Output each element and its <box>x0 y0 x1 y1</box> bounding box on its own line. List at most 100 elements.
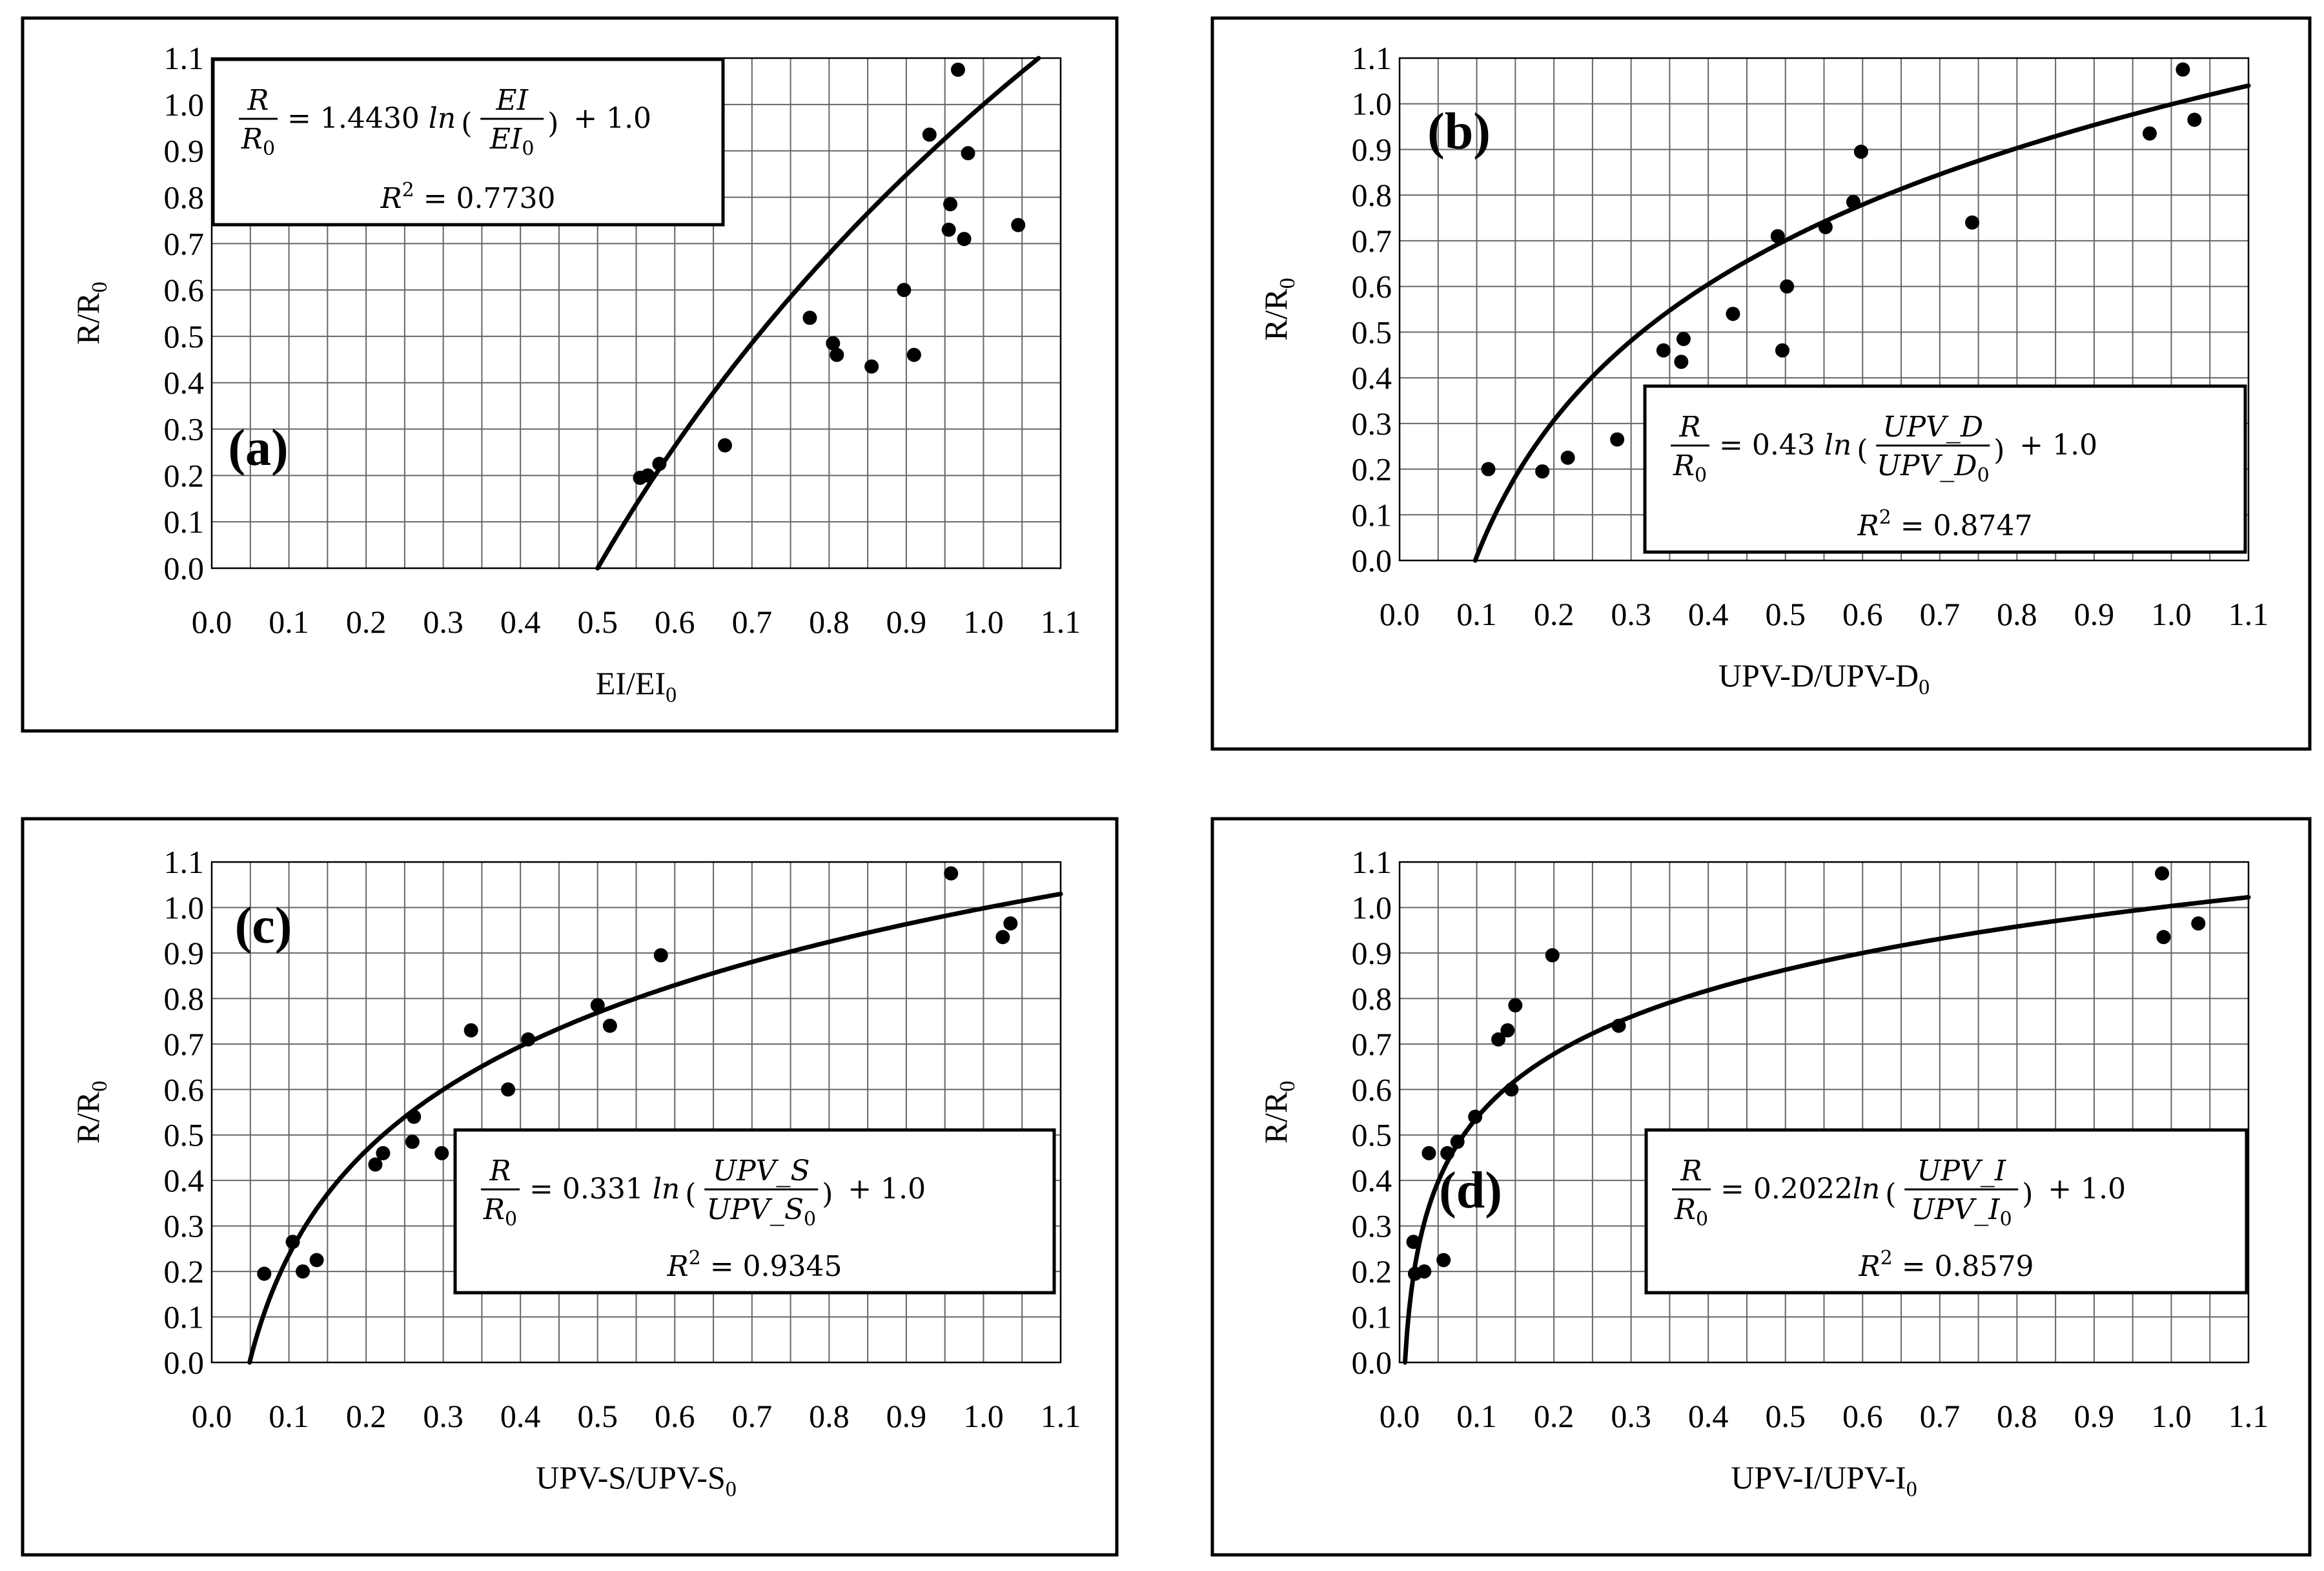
data-point <box>944 866 959 881</box>
panel-frame <box>21 16 1119 733</box>
equation-r-squared: R2 = 0.9345 <box>666 1247 842 1283</box>
data-point <box>1775 343 1789 358</box>
data-point <box>1436 1253 1451 1268</box>
equation-arg-denominator: UPV_I0 <box>1911 1193 2012 1231</box>
y-tick-label: 0.6 <box>164 272 205 308</box>
y-tick-label: 0.9 <box>164 133 205 169</box>
plot-area <box>1398 861 2250 1364</box>
x-axis-title: UPV-S/UPV-S0 <box>536 1459 737 1501</box>
x-tick-label: 0.9 <box>2074 1398 2115 1434</box>
x-tick-label: 0.0 <box>1380 596 1420 632</box>
y-tick-label: 1.0 <box>164 87 205 123</box>
x-tick-label: 0.3 <box>423 1398 464 1434</box>
data-point <box>2155 866 2170 881</box>
y-tick-label: 0.0 <box>1352 542 1392 579</box>
y-tick-label: 0.1 <box>1352 1299 1392 1335</box>
data-point <box>464 1023 478 1038</box>
equation-lhs-numerator: R <box>489 1155 511 1187</box>
y-tick-label: 0.0 <box>164 550 205 586</box>
y-tick-label: 0.6 <box>1352 1071 1392 1107</box>
data-point <box>309 1253 324 1268</box>
x-tick-label: 0.8 <box>809 604 850 640</box>
y-tick-label: 0.2 <box>164 457 205 493</box>
data-point <box>590 998 605 1012</box>
panel-b: 0.0 0.1 0.2 0.3 0.4 0.5 0.6 0.7 0.8 0.9 1.0 1.1 0.0 0… <box>1210 16 2312 751</box>
equation-paren-right: ) <box>547 107 558 140</box>
equation-constant: + 1.0 <box>2019 429 2097 462</box>
equation-lhs-denominator: R0 <box>483 1193 517 1231</box>
panel-label: (c) <box>235 898 292 954</box>
equation-constant: + 1.0 <box>2048 1173 2126 1206</box>
panel-label: (a) <box>228 420 288 477</box>
data-point <box>1468 1109 1483 1124</box>
x-tick-label: 1.1 <box>1041 604 1081 640</box>
data-point <box>1481 462 1496 477</box>
fit-curve <box>1402 895 2251 1365</box>
plot-area <box>1398 57 2250 562</box>
data-point <box>1611 1018 1626 1033</box>
equation-box <box>453 1128 1056 1295</box>
y-tick-label: 0.5 <box>164 1117 205 1153</box>
data-points <box>633 62 1026 485</box>
panel-frame <box>1210 16 2312 751</box>
data-point <box>405 1135 420 1149</box>
equation-paren-right: ) <box>822 1178 833 1211</box>
x-tick-label: 0.8 <box>1997 596 2037 632</box>
data-point <box>2142 126 2157 141</box>
data-point <box>830 347 844 362</box>
equation-arg-denominator: EI0 <box>489 123 535 160</box>
y-tick-label: 0.9 <box>1352 131 1392 167</box>
y-tick-label: 0.5 <box>1352 314 1392 350</box>
y-tick-label: 0.7 <box>1352 1026 1392 1062</box>
data-point <box>1770 229 1785 243</box>
data-point <box>1500 1023 1515 1038</box>
data-point <box>1011 218 1026 232</box>
x-tick-label: 1.0 <box>963 1398 1004 1434</box>
y-tick-label: 0.8 <box>164 179 205 215</box>
y-tick-label: 0.8 <box>1352 980 1392 1016</box>
data-point <box>1676 331 1691 346</box>
equation-box <box>1644 1128 2248 1295</box>
plot-area <box>210 861 1062 1364</box>
data-point <box>1846 194 1860 209</box>
data-point <box>961 146 975 161</box>
y-tick-label: 0.3 <box>164 1208 205 1244</box>
data-point <box>1504 1082 1519 1097</box>
x-tick-label: 0.5 <box>1765 596 1806 632</box>
x-tick-label: 1.1 <box>2228 1398 2269 1434</box>
x-tick-label: 0.2 <box>1534 1398 1575 1434</box>
data-point <box>640 468 655 483</box>
x-tick-label: 0.5 <box>577 604 618 640</box>
panel-frame <box>1210 817 2312 1557</box>
equation-r-squared: R2 = 0.7730 <box>380 179 555 215</box>
equation-arg-numerator: EI <box>495 84 529 117</box>
data-point <box>602 1018 617 1033</box>
panel-a: 0.0 0.1 0.2 0.3 0.4 0.5 0.6 0.7 0.8 0.9 1.0 1.1 0.0 0… <box>21 16 1119 733</box>
equation-paren-left: ( <box>1857 434 1868 467</box>
equation-arg-numerator: UPV_D <box>1882 411 1983 444</box>
x-tick-label: 0.6 <box>1842 596 1883 632</box>
data-point <box>1417 1264 1432 1279</box>
x-tick-label: 0.3 <box>1611 1398 1651 1434</box>
data-point <box>1656 343 1671 358</box>
y-tick-label: 1.0 <box>1352 86 1392 122</box>
y-tick-label: 0.3 <box>164 411 205 447</box>
data-point <box>906 347 921 362</box>
data-point <box>802 311 817 325</box>
x-tick-label: 0.9 <box>886 604 927 640</box>
data-point <box>521 1032 536 1047</box>
x-tick-label: 0.6 <box>655 604 695 640</box>
y-tick-label: 0.2 <box>1352 451 1392 488</box>
y-tick-label: 0.7 <box>164 1026 205 1062</box>
data-point <box>943 197 958 212</box>
x-tick-label: 0.6 <box>655 1398 695 1434</box>
y-tick-label: 0.1 <box>1352 497 1392 533</box>
panel-d: 0.0 0.1 0.2 0.3 0.4 0.5 0.6 0.7 0.8 0.9 1.0 1.1 0.0 0… <box>1210 817 2312 1557</box>
y-tick-label: 1.1 <box>164 844 205 880</box>
data-point <box>957 232 972 247</box>
y-tick-label: 0.4 <box>164 1162 205 1198</box>
panel-frame <box>21 817 1119 1557</box>
panel-label: (d) <box>1439 1162 1502 1219</box>
x-tick-label: 0.1 <box>1456 1398 1497 1434</box>
data-point <box>1965 215 1980 230</box>
